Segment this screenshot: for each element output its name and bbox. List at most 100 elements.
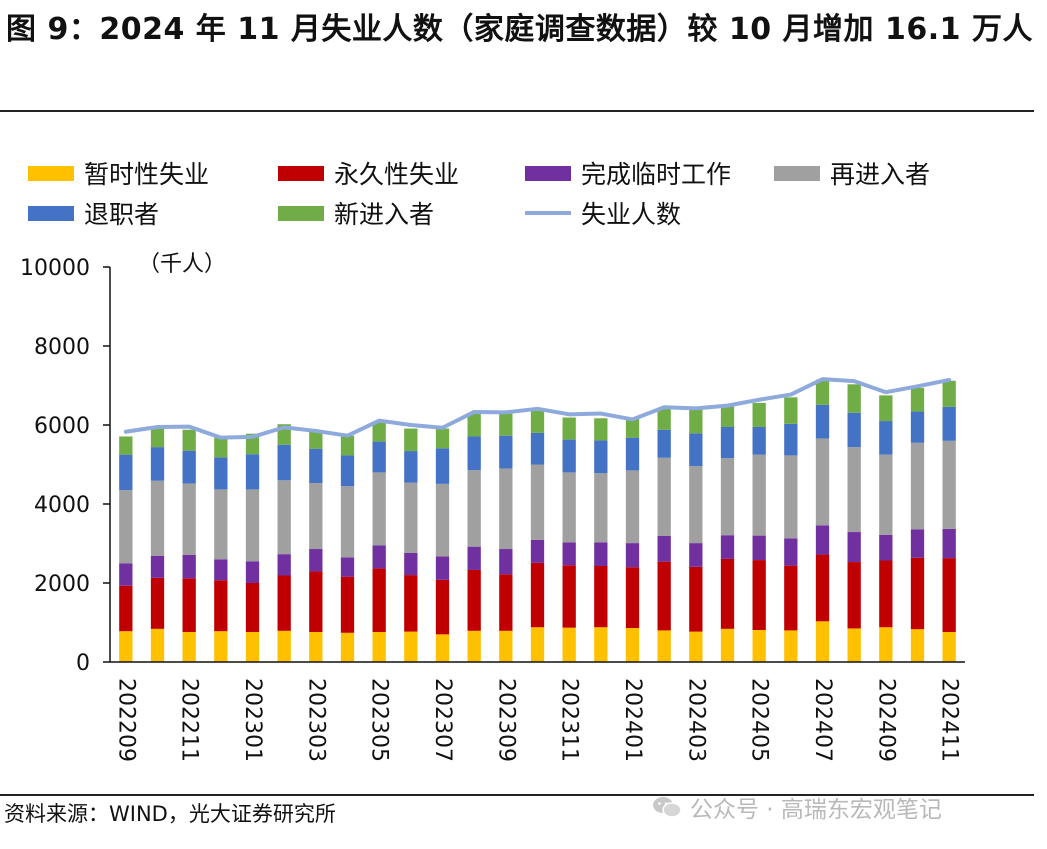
x-tick-label-202301: 202301 [240,678,265,762]
bar-completed_temp-202302 [277,554,291,576]
bar-temporary-202309 [499,630,513,662]
bar-temporary-202312 [594,627,608,662]
bar-new_entrants-202406 [784,397,798,424]
bar-permanent-202311 [562,565,576,628]
legend-label-permanent: 永久性失业 [334,160,460,189]
legend-label-completed-temp: 完成临时工作 [581,160,732,189]
bar-temporary-202303 [309,631,323,662]
bar-completed_temp-202410 [910,529,925,558]
bar-reentrants-202302 [277,480,291,555]
bar-reentrants-202304 [340,486,355,558]
bar-reentrants-202211 [182,483,196,555]
legend-item-temporary: 暂时性失业 [28,155,209,191]
axes-layer: 0 2000 4000 6000 8000 10000 202209 202211 202301… [20,256,965,762]
bar-permanent-202401 [625,567,640,629]
bar-job_leavers-202411 [942,406,956,441]
x-tick-label-202409: 202409 [873,678,898,762]
stacked-bar-chart: 0 2000 4000 6000 8000 10000 202209 202211 202301… [20,252,965,762]
bar-new_entrants-202401 [625,418,640,438]
bar-new_entrants-202312 [594,418,608,441]
y-tick-label-8000: 8000 [34,335,90,360]
bar-job_leavers-202308 [467,436,481,471]
bar-permanent-202411 [942,558,956,632]
bar-reentrants-202312 [594,473,608,543]
bar-job_leavers-202312 [594,440,608,474]
bar-new_entrants-202305 [372,422,386,442]
source-note: 资料来源：WIND，光大证券研究所 [4,802,336,826]
bar-job_leavers-202305 [372,441,386,473]
bar-reentrants-202409 [879,454,893,535]
bar-job_leavers-202403 [689,433,703,467]
legend-swatch-permanent [278,165,324,181]
bar-completed_temp-202310 [530,539,545,563]
bar-job_leavers-202401 [625,437,640,471]
legend-item-reentrants: 再进入者 [774,155,930,191]
bar-permanent-202408 [847,562,861,629]
bar-job_leavers-202210 [150,447,165,481]
bar-new_entrants-202407 [815,379,830,405]
bar-job_leavers-202408 [847,412,861,448]
y-tick-label-4000: 4000 [34,493,90,518]
bar-permanent-202210 [150,577,165,629]
bar-permanent-202306 [404,575,418,632]
bar-job_leavers-202304 [340,455,355,487]
line-layer [123,377,952,440]
watermark-text: 公众号 · 高瑞东宏观笔记 [690,797,942,823]
bar-temporary-202310 [530,627,545,662]
legend-swatch-job-leavers [28,205,74,221]
bar-permanent-202404 [720,558,735,629]
y-tick-label-2000: 2000 [34,572,90,597]
bar-reentrants-202306 [404,482,418,553]
x-tick-label-202209: 202209 [113,678,138,762]
x-tick-label-202407: 202407 [810,678,835,762]
bar-reentrants-202301 [245,489,260,562]
bar-completed_temp-202304 [340,557,355,577]
bar-job_leavers-202409 [879,421,893,455]
bar-completed_temp-202301 [245,561,260,583]
legend-label-job-leavers: 退职者 [84,200,160,229]
bar-permanent-202212 [214,580,228,632]
bar-completed_temp-202211 [182,554,196,579]
bar-temporary-202302 [277,630,291,662]
bar-temporary-202210 [150,628,165,662]
bar-new_entrants-202411 [942,380,956,407]
bar-reentrants-202309 [499,468,513,550]
x-tick-label-202305: 202305 [367,678,392,762]
bar-temporary-202307 [435,634,450,662]
bar-new_entrants-202311 [562,417,576,440]
bar-permanent-202209 [119,585,133,632]
bar-new_entrants-202308 [467,413,481,437]
bar-reentrants-202405 [752,454,766,536]
legend-label-unemployed-line: 失业人数 [581,200,682,229]
x-tick-label-202307: 202307 [430,678,455,762]
legend-label-new-entrants: 新进入者 [334,200,435,229]
bar-temporary-202401 [625,628,640,662]
x-tick-label-202309: 202309 [493,678,518,762]
legend-swatch-reentrants [774,165,820,181]
bars-layer [119,379,956,662]
bar-job_leavers-202404 [720,426,735,459]
bar-reentrants-202411 [942,440,956,529]
bar-temporary-202308 [467,630,481,662]
bar-new_entrants-202309 [499,413,513,436]
bar-job_leavers-202402 [657,429,671,458]
bar-temporary-202408 [847,628,861,662]
bar-job_leavers-202311 [562,439,576,473]
bar-completed_temp-202407 [815,525,830,555]
bar-temporary-202306 [404,631,418,662]
bar-reentrants-202307 [435,483,450,557]
bar-permanent-202312 [594,566,608,628]
bar-permanent-202308 [467,569,481,631]
bar-temporary-202305 [372,631,386,662]
bar-permanent-202303 [309,571,323,632]
source-divider [0,794,1034,796]
bar-permanent-202407 [815,554,830,622]
bar-reentrants-202403 [689,466,703,544]
bar-reentrants-202404 [720,458,735,536]
bar-new_entrants-202402 [657,407,671,430]
bar-completed_temp-202309 [499,549,513,575]
bar-job_leavers-202405 [752,426,766,455]
bar-temporary-202402 [657,630,671,662]
legend-swatch-temporary [28,165,74,181]
bar-temporary-202411 [942,631,956,662]
